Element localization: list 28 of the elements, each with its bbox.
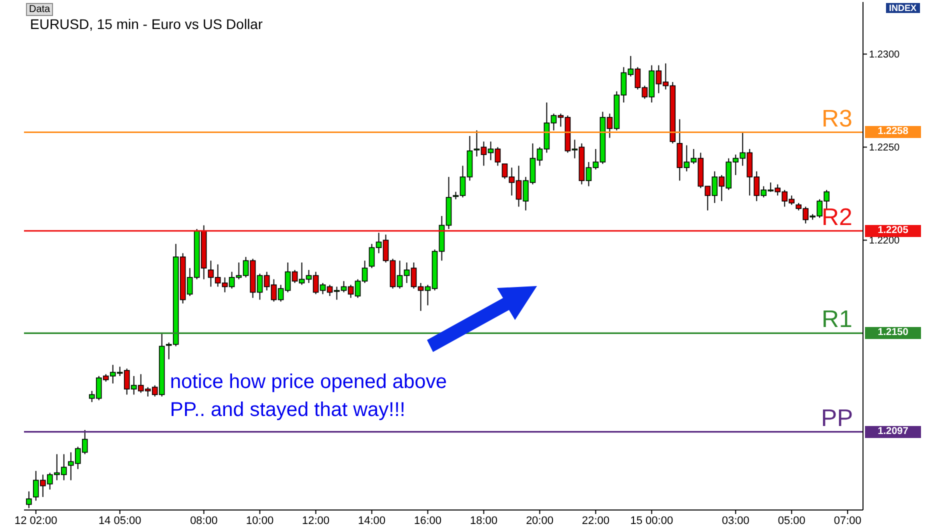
ref-line-label: PP: [820, 404, 854, 432]
x-tick-label: 14:00: [358, 514, 386, 527]
text: 1.2205: [865, 224, 921, 237]
ref-line-label: R2: [822, 204, 852, 231]
annotation: notice how price opened above PP.. and stayed that way!!!: [170, 370, 448, 423]
text: 1.2150: [865, 327, 921, 340]
x-tick-label: 14 05:00: [98, 514, 142, 527]
y-tick-label: 1.2300: [869, 50, 900, 61]
x-tick-label: 07:00: [834, 514, 862, 527]
x-tick-label: 15 00:00: [630, 514, 674, 527]
x-tick-label: 08:00: [190, 514, 218, 527]
x-tick-label: 18:00: [470, 514, 498, 527]
annotation: Data: [26, 3, 54, 16]
ref-line-label: R3: [822, 105, 852, 132]
x-tick-label: 12:00: [302, 514, 330, 527]
x-tick-label: 16:00: [414, 514, 442, 527]
text: 1.2097: [865, 426, 921, 438]
text: INDEX: [886, 3, 920, 13]
text: 1.2258: [865, 126, 921, 138]
x-tick-label: 10:00: [246, 514, 274, 527]
x-tick-label: 12 02:00: [14, 514, 58, 527]
x-tick-label: 05:00: [778, 514, 806, 527]
x-tick-label: 20:00: [526, 514, 554, 527]
x-tick-label: 22:00: [582, 514, 610, 527]
ref-line-label: R1: [822, 306, 852, 334]
x-tick-label: 03:00: [722, 514, 750, 527]
y-tick-label: 1.2250: [869, 142, 900, 154]
text: EURUSD, 15 min - Euro vs US Dollar: [30, 16, 263, 32]
